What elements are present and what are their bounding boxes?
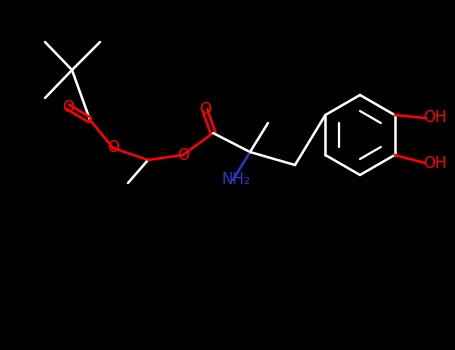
- Text: O: O: [199, 103, 211, 118]
- Text: OH: OH: [423, 111, 447, 126]
- Text: NH₂: NH₂: [222, 173, 251, 188]
- Text: O: O: [107, 140, 119, 155]
- Text: OH: OH: [423, 155, 447, 170]
- Text: O: O: [177, 147, 189, 162]
- Text: O: O: [62, 99, 74, 114]
